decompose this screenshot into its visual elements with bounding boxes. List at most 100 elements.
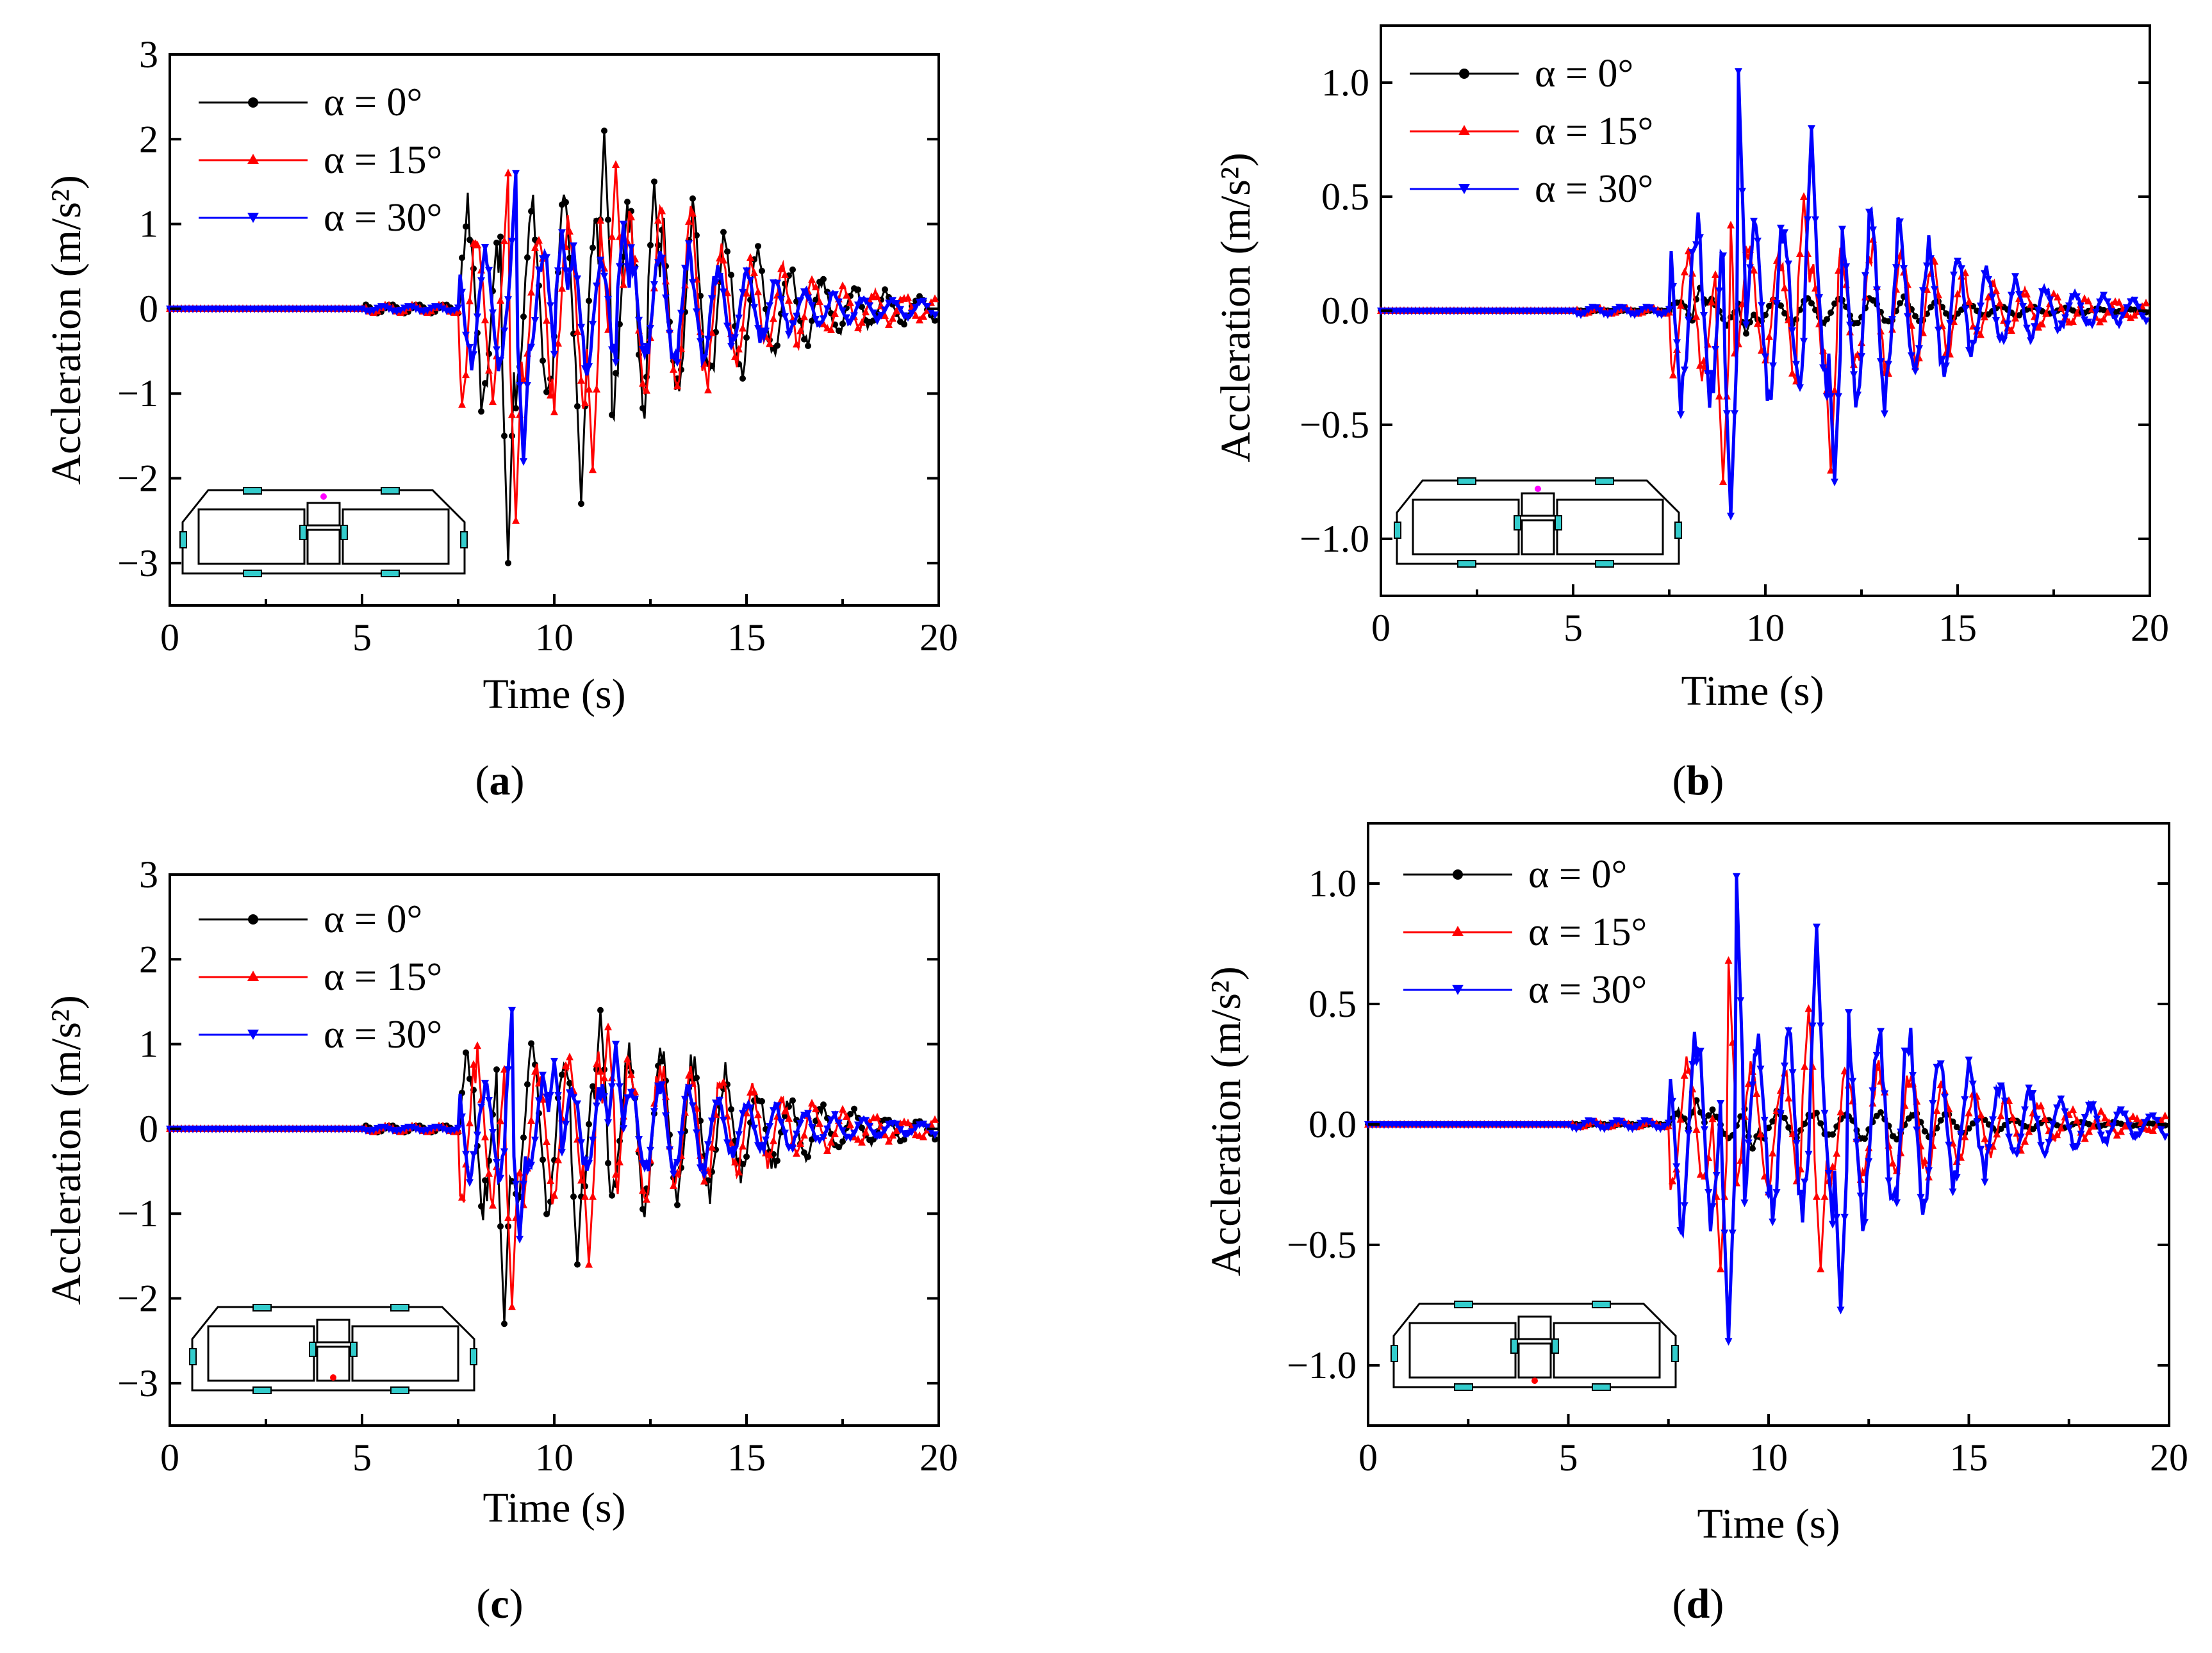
series-point-s30 bbox=[1989, 1116, 1997, 1124]
x-tick-label: 15 bbox=[1938, 607, 1977, 649]
series-point-s30 bbox=[1616, 1117, 1624, 1126]
series-point-s0 bbox=[1797, 1127, 1804, 1134]
series-point-s15 bbox=[2149, 1126, 2157, 1134]
series-point-s15 bbox=[1954, 290, 1961, 298]
series-point-s30 bbox=[2031, 323, 2038, 331]
series-point-s15 bbox=[739, 324, 747, 332]
series-point-s0 bbox=[932, 1136, 938, 1143]
series-point-s30 bbox=[1656, 1125, 1665, 1133]
series-point-s30 bbox=[1688, 1061, 1697, 1069]
series-point-s30 bbox=[1893, 1199, 1901, 1207]
series-point-s30 bbox=[1648, 1121, 1656, 1129]
series-point-s30 bbox=[2065, 302, 2073, 311]
series-point-s30 bbox=[504, 1066, 512, 1074]
series-point-s30 bbox=[1915, 345, 1923, 353]
series-point-s0 bbox=[466, 1075, 473, 1082]
series-point-s15 bbox=[574, 327, 581, 335]
series-point-s15 bbox=[800, 312, 808, 320]
series-point-s15 bbox=[1692, 1124, 1701, 1133]
series-point-s30 bbox=[1608, 309, 1615, 318]
series-point-s15 bbox=[2037, 1101, 2045, 1110]
series-point-s30 bbox=[931, 1131, 939, 1139]
legend-marker-15 bbox=[1458, 125, 1470, 135]
series-point-s15 bbox=[2127, 313, 2134, 322]
y-tick-label: 0.0 bbox=[1308, 1103, 1357, 1146]
sensor-pad bbox=[1671, 1345, 1679, 1362]
x-axis-title: Time (s) bbox=[1681, 668, 1824, 714]
series-point-s30 bbox=[1564, 1121, 1572, 1129]
series-point-s0 bbox=[1781, 309, 1788, 317]
sensor-pad bbox=[1457, 477, 1476, 485]
x-tick-label: 5 bbox=[352, 1436, 372, 1479]
series-point-s15 bbox=[816, 297, 823, 306]
series-point-s0 bbox=[1813, 1110, 1820, 1117]
series-point-s15 bbox=[654, 215, 662, 224]
series-point-s30 bbox=[1619, 304, 1627, 312]
series-point-s30 bbox=[458, 288, 466, 297]
plot-marks-b bbox=[1377, 68, 2150, 521]
series-point-s30 bbox=[1788, 327, 1796, 335]
series-point-s30 bbox=[1608, 1119, 1617, 1128]
series-point-s15 bbox=[527, 288, 535, 296]
series-point-s30 bbox=[1923, 262, 1931, 270]
series-point-s30 bbox=[1861, 1219, 1869, 1227]
series-point-s30 bbox=[1911, 367, 1919, 375]
series-point-s15 bbox=[504, 169, 512, 177]
series-point-s30 bbox=[2013, 1150, 2021, 1158]
legend-label-15: α = 15° bbox=[324, 955, 442, 999]
legend-marker-30 bbox=[1458, 184, 1470, 194]
y-tick-label: −0.5 bbox=[1287, 1224, 1357, 1266]
sensor-pad bbox=[340, 525, 348, 540]
x-ticks-a: 0 5 10 15 20 bbox=[160, 594, 958, 659]
series-point-s30 bbox=[1865, 208, 1873, 217]
series-point-s15 bbox=[2009, 1113, 2017, 1121]
series-point-s30 bbox=[535, 1097, 543, 1105]
series-point-s0 bbox=[1801, 1120, 1808, 1127]
series-point-s30 bbox=[589, 1137, 597, 1145]
series-point-s0 bbox=[597, 1007, 604, 1014]
legend-marker-30 bbox=[247, 1030, 259, 1040]
series-point-s30 bbox=[846, 318, 854, 327]
sensor-pad bbox=[470, 1348, 477, 1365]
legend-marker-0 bbox=[248, 97, 258, 108]
series-point-s15 bbox=[1750, 265, 1758, 274]
series-point-s15 bbox=[743, 1108, 750, 1117]
series-point-s30 bbox=[1969, 340, 1977, 348]
series-point-s30 bbox=[831, 291, 839, 299]
series-point-s30 bbox=[512, 1180, 520, 1188]
series-point-s30 bbox=[1792, 361, 1800, 369]
series-point-s30 bbox=[1692, 1058, 1701, 1067]
series-point-s30 bbox=[2017, 1133, 2025, 1142]
series-point-s30 bbox=[531, 317, 539, 325]
series-point-s30 bbox=[1945, 1141, 1953, 1149]
left-cell bbox=[1412, 498, 1520, 555]
series-point-s15 bbox=[2161, 1111, 2169, 1119]
series-point-s30 bbox=[566, 268, 574, 276]
measuring-point-marker bbox=[320, 493, 327, 500]
series-point-s15 bbox=[1993, 1130, 2001, 1138]
series-point-s30 bbox=[708, 1117, 716, 1126]
series-point-s15 bbox=[2011, 313, 2019, 322]
series-point-s30 bbox=[2141, 1119, 2149, 1127]
series-point-s30 bbox=[893, 1121, 900, 1129]
series-point-s15 bbox=[1996, 299, 2004, 307]
series-point-s15 bbox=[931, 1115, 939, 1123]
x-axis-title: Time (s) bbox=[483, 671, 625, 718]
y-tick-label: 1 bbox=[139, 1023, 158, 1065]
series-point-s30 bbox=[893, 299, 900, 308]
series-point-s15 bbox=[1756, 1130, 1765, 1138]
series-point-s30 bbox=[547, 302, 554, 310]
series-point-s0 bbox=[463, 1049, 469, 1056]
series-point-s15 bbox=[843, 291, 850, 299]
series-point-s30 bbox=[554, 267, 562, 276]
series-point-s15 bbox=[754, 287, 762, 295]
series-point-s15 bbox=[566, 227, 574, 235]
series-point-s15 bbox=[1769, 1149, 1777, 1157]
series-point-s15 bbox=[1920, 1156, 1929, 1165]
series-point-s15 bbox=[839, 1105, 846, 1113]
x-tick-label: 0 bbox=[160, 616, 179, 659]
sensor-pad bbox=[1510, 1338, 1518, 1354]
series-point-s30 bbox=[2133, 1131, 2141, 1139]
series-point-s30 bbox=[550, 1058, 558, 1066]
series-point-s30 bbox=[2157, 1126, 2165, 1135]
